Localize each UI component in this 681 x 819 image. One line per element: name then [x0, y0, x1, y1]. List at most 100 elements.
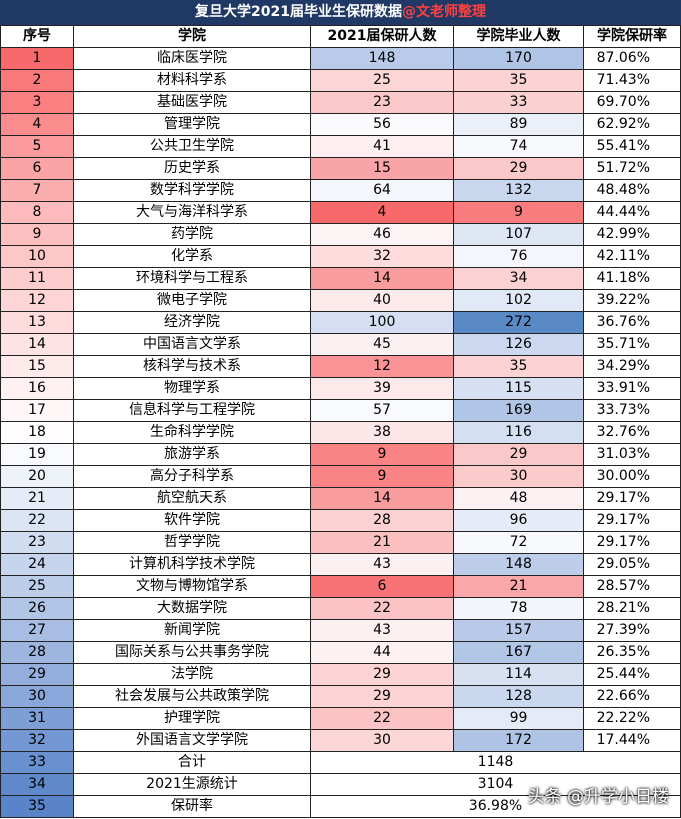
cell-grad-count: 29 — [453, 443, 584, 466]
cell-no: 31 — [0, 707, 74, 730]
cell-no: 8 — [0, 201, 74, 224]
summary-value: 1148 — [310, 751, 681, 774]
cell-baoyan-count: 148 — [310, 47, 454, 70]
header-college: 学院 — [73, 25, 311, 48]
table-row: 5 公共卫生学院 41 74 55.41% — [0, 135, 681, 158]
table-row: 21 航空航天系 14 48 29.17% — [0, 487, 681, 510]
cell-college: 历史学系 — [73, 157, 311, 180]
cell-grad-count: 35 — [453, 69, 584, 92]
cell-college: 公共卫生学院 — [73, 135, 311, 158]
table-row: 10 化学系 32 76 42.11% — [0, 245, 681, 268]
cell-no: 30 — [0, 685, 74, 708]
table-row: 13 经济学院 100 272 36.76% — [0, 311, 681, 334]
cell-baoyan-count: 23 — [310, 91, 454, 114]
cell-rate: 17.44% — [583, 729, 681, 752]
cell-college: 药学院 — [73, 223, 311, 246]
cell-no: 17 — [0, 399, 74, 422]
cell-college: 化学系 — [73, 245, 311, 268]
cell-rate: 29.17% — [583, 509, 681, 532]
summary-row: 35 保研率 36.98% — [0, 795, 681, 818]
watermark: 头条 @升学小日楼 — [527, 787, 669, 807]
cell-college: 临床医学院 — [73, 47, 311, 70]
cell-rate: 30.00% — [583, 465, 681, 488]
cell-no: 22 — [0, 509, 74, 532]
table-row: 19 旅游学系 9 29 31.03% — [0, 443, 681, 466]
title-main: 复旦大学2021届毕业生保研数据 — [195, 4, 402, 20]
cell-grad-count: 96 — [453, 509, 584, 532]
summary-value: 36.98% — [310, 795, 681, 818]
table-row: 11 环境科学与工程系 14 34 41.18% — [0, 267, 681, 290]
header-no: 序号 — [0, 25, 74, 48]
table-row: 17 信息科学与工程学院 57 169 33.73% — [0, 399, 681, 422]
cell-college: 航空航天系 — [73, 487, 311, 510]
cell-baoyan-count: 9 — [310, 443, 454, 466]
cell-grad-count: 167 — [453, 641, 584, 664]
cell-baoyan-count: 32 — [310, 245, 454, 268]
baoyan-table: 序号 学院 2021届保研人数 学院毕业人数 学院保研率 1 临床医学院 148 17… — [0, 25, 681, 818]
cell-baoyan-count: 25 — [310, 69, 454, 92]
cell-no: 19 — [0, 443, 74, 466]
table-row: 28 国际关系与公共事务学院 44 167 26.35% — [0, 641, 681, 664]
header-rate: 学院保研率 — [583, 25, 681, 48]
cell-baoyan-count: 45 — [310, 333, 454, 356]
summary-row: 34 2021生源统计 3104 — [0, 773, 681, 796]
cell-baoyan-count: 38 — [310, 421, 454, 444]
cell-no: 29 — [0, 663, 74, 686]
cell-grad-count: 172 — [453, 729, 584, 752]
cell-grad-count: 89 — [453, 113, 584, 136]
cell-college: 生命科学学院 — [73, 421, 311, 444]
cell-rate: 26.35% — [583, 641, 681, 664]
cell-baoyan-count: 64 — [310, 179, 454, 202]
cell-grad-count: 9 — [453, 201, 584, 224]
summary-label: 保研率 — [73, 795, 311, 818]
cell-no: 4 — [0, 113, 74, 136]
cell-rate: 42.99% — [583, 223, 681, 246]
cell-college: 软件学院 — [73, 509, 311, 532]
cell-baoyan-count: 57 — [310, 399, 454, 422]
cell-no: 10 — [0, 245, 74, 268]
cell-college: 国际关系与公共事务学院 — [73, 641, 311, 664]
cell-no: 25 — [0, 575, 74, 598]
cell-no: 3 — [0, 91, 74, 114]
cell-college: 法学院 — [73, 663, 311, 686]
cell-no: 35 — [0, 795, 74, 818]
cell-rate: 32.76% — [583, 421, 681, 444]
cell-grad-count: 272 — [453, 311, 584, 334]
table-row: 25 文物与博物馆学系 6 21 28.57% — [0, 575, 681, 598]
cell-grad-count: 116 — [453, 421, 584, 444]
cell-college: 外国语言文学学院 — [73, 729, 311, 752]
cell-rate: 55.41% — [583, 135, 681, 158]
cell-college: 社会发展与公共政策学院 — [73, 685, 311, 708]
cell-baoyan-count: 43 — [310, 553, 454, 576]
cell-college: 新闻学院 — [73, 619, 311, 642]
cell-baoyan-count: 43 — [310, 619, 454, 642]
cell-no: 2 — [0, 69, 74, 92]
cell-rate: 87.06% — [583, 47, 681, 70]
table-row: 8 大气与海洋科学系 4 9 44.44% — [0, 201, 681, 224]
cell-grad-count: 30 — [453, 465, 584, 488]
cell-rate: 36.76% — [583, 311, 681, 334]
cell-grad-count: 102 — [453, 289, 584, 312]
cell-baoyan-count: 14 — [310, 487, 454, 510]
cell-baoyan-count: 29 — [310, 685, 454, 708]
cell-no: 5 — [0, 135, 74, 158]
cell-no: 6 — [0, 157, 74, 180]
cell-college: 核科学与技术系 — [73, 355, 311, 378]
cell-college: 材料科学系 — [73, 69, 311, 92]
cell-college: 环境科学与工程系 — [73, 267, 311, 290]
table-row: 18 生命科学学院 38 116 32.76% — [0, 421, 681, 444]
table-row: 26 大数据学院 22 78 28.21% — [0, 597, 681, 620]
cell-baoyan-count: 44 — [310, 641, 454, 664]
cell-baoyan-count: 41 — [310, 135, 454, 158]
table-row: 14 中国语言文学系 45 126 35.71% — [0, 333, 681, 356]
cell-no: 16 — [0, 377, 74, 400]
table-row: 2 材料科学系 25 35 71.43% — [0, 69, 681, 92]
cell-grad-count: 115 — [453, 377, 584, 400]
cell-grad-count: 21 — [453, 575, 584, 598]
table-row: 30 社会发展与公共政策学院 29 128 22.66% — [0, 685, 681, 708]
header-baoyan-count: 2021届保研人数 — [310, 25, 454, 48]
cell-college: 基础医学院 — [73, 91, 311, 114]
cell-grad-count: 34 — [453, 267, 584, 290]
cell-rate: 29.17% — [583, 531, 681, 554]
cell-college: 哲学学院 — [73, 531, 311, 554]
